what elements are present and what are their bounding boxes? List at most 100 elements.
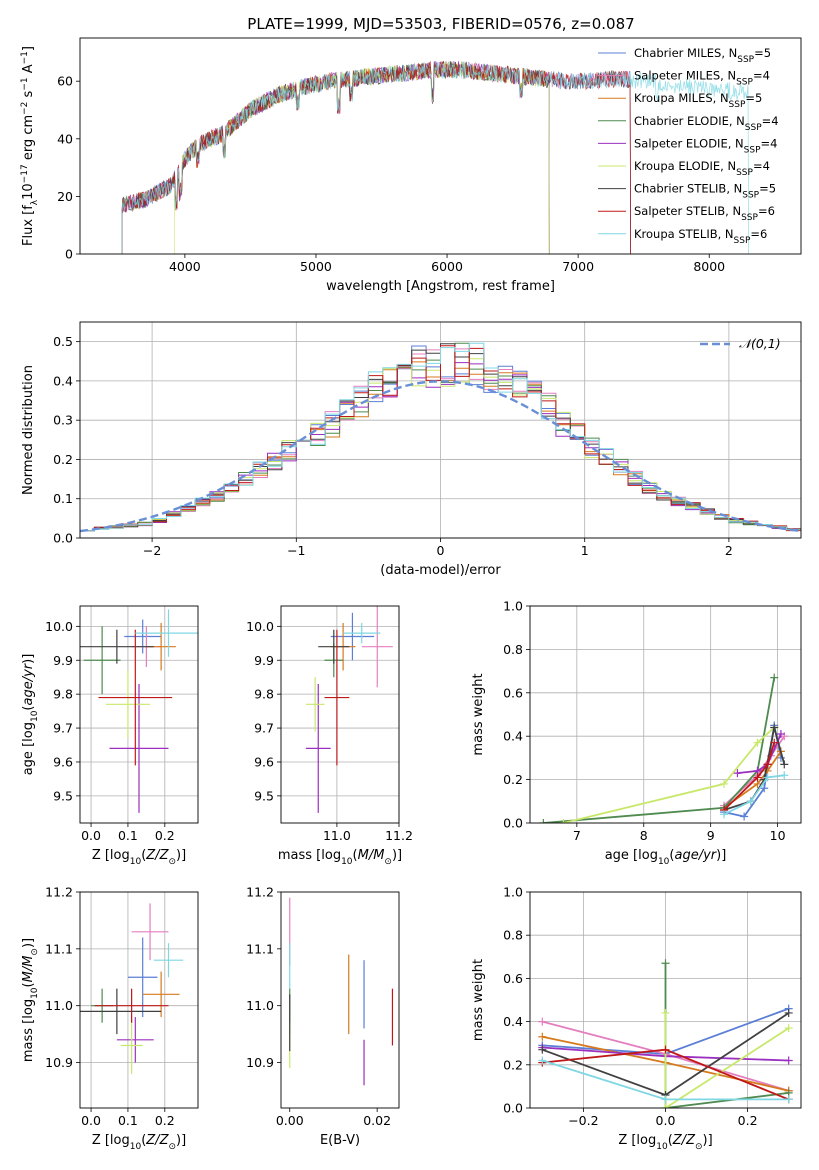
x-axis-label: mass [log10(M/M⊙)] — [278, 848, 402, 867]
label-part: SSP — [741, 213, 758, 223]
label-part: 10 — [341, 857, 353, 867]
label-part: Z/Z — [145, 848, 169, 863]
weight-marker-kroupa_elodie — [661, 1008, 670, 1017]
label-part: Z/Z — [145, 1133, 169, 1148]
y-tick-label: 0.0 — [53, 531, 73, 546]
x-tick-label: 8 — [640, 828, 648, 843]
label-part: 10 — [130, 857, 142, 867]
x-axis-label: Z [log10(Z/Z⊙)] — [92, 848, 186, 867]
x-tick-label: 4000 — [169, 259, 201, 274]
weight-marker-salpeter_stelib — [753, 773, 762, 782]
label-part: 10 — [656, 1142, 668, 1152]
x-tick-label: 2 — [725, 543, 733, 558]
label-part: SSP — [734, 236, 751, 246]
y-tick-label: 0.4 — [53, 373, 73, 388]
x-tick-label: 0.0 — [81, 828, 101, 843]
y-tick-label: 1.0 — [503, 599, 523, 614]
label-part: Chabrier ELODIE, N — [634, 114, 745, 128]
x-axis-label: age [log10(age/yr)] — [605, 848, 727, 867]
weight-marker-chabrier_stelib — [770, 723, 779, 732]
x-tick-label: 9 — [707, 828, 715, 843]
axes-frame — [280, 605, 400, 824]
weight-marker-chabrier_stelib — [784, 1008, 793, 1017]
axes-frame — [79, 891, 199, 1109]
label-part: −17 — [20, 164, 30, 183]
label-part: −2 — [20, 102, 30, 115]
plot-area-spectrum — [121, 60, 749, 254]
y-axis-label: age [log10(age/yr)] — [21, 654, 40, 776]
weight-marker-kroupa_elodie — [720, 779, 729, 788]
y-tick-label: 11.0 — [246, 998, 274, 1013]
x-axis-label: wavelength [Angstrom, rest frame] — [326, 279, 555, 294]
weight-marker-chabrier_stelib — [538, 1045, 547, 1054]
weight-marker-chabrier_elodie — [539, 819, 548, 823]
weight-marker-salpeter_elodie — [784, 1056, 793, 1065]
label-part: Kroupa ELODIE, N — [634, 159, 736, 173]
label-part: Z [log — [92, 1133, 130, 1148]
chart-weight_vs_Z: −0.2 0.0 0.2 0.0 0.2 0.4 0.6 0.8 1.0 Z [log10(Z/Z… — [471, 885, 802, 1152]
label-part: 10 — [21, 183, 36, 200]
y-tick-label: 11.2 — [246, 885, 274, 900]
plot-area-mass_vs_EBV — [289, 897, 394, 1086]
x-tick-label: 0.00 — [276, 1113, 304, 1128]
weight-marker-chabrier_elodie — [770, 673, 779, 682]
legend-label-kroupa_elodie: Kroupa ELODIE, NSSP=4 — [634, 159, 770, 178]
weight-marker-salpeter_miles — [538, 1017, 547, 1026]
x-tick-label: 0.2 — [155, 1113, 175, 1128]
label-part: )] — [176, 848, 186, 863]
label-part: =4 — [753, 69, 770, 83]
label-part: ( — [141, 1133, 146, 1148]
label-part: Kroupa MILES, N — [634, 91, 729, 105]
label-part: =4 — [753, 159, 770, 173]
y-tick-label: 0.2 — [503, 772, 523, 787]
label-part: s — [21, 90, 36, 101]
plot-area-age_vs_mass — [305, 606, 393, 813]
label-part: Salpeter ELODIE, N — [634, 136, 744, 150]
label-part: )] — [703, 1133, 713, 1148]
label-part: SSP — [736, 78, 753, 88]
label-part: mass [log — [21, 999, 36, 1062]
y-tick-label: 9.9 — [53, 653, 73, 668]
plot-area-weight_vs_age — [539, 673, 789, 823]
weight-marker-kroupa_stelib — [780, 771, 789, 780]
y-tick-label: 0.6 — [503, 971, 523, 986]
axes-frame — [280, 891, 400, 1109]
label-part: age/yr — [674, 848, 717, 863]
label-part: ( — [669, 848, 674, 863]
spectrum-line-salpeter_stelib — [121, 60, 631, 254]
label-part: Z [log — [618, 1133, 656, 1148]
weight-line-salpeter_stelib — [723, 742, 776, 811]
y-tick-label: 0.3 — [53, 413, 73, 428]
x-tick-label: 0.0 — [81, 1113, 101, 1128]
y-tick-label: 0.6 — [503, 685, 523, 700]
label-part: )] — [21, 938, 36, 948]
weight-marker-salpeter_stelib — [661, 1045, 670, 1054]
x-tick-label: 0.0 — [656, 1113, 676, 1128]
x-tick-label: 0.2 — [155, 828, 175, 843]
label-part: =6 — [758, 204, 775, 218]
legend-label-kroupa_miles: Kroupa MILES, NSSP=5 — [634, 91, 762, 110]
legend-label-salpeter_stelib: Salpeter STELIB, NSSP=6 — [634, 204, 775, 223]
label-part: λ — [30, 199, 40, 205]
axes-frame — [79, 321, 802, 539]
y-tick-label: 0.0 — [503, 816, 523, 831]
label-part: )] — [176, 1133, 186, 1148]
weight-marker-kroupa_elodie — [784, 1024, 793, 1033]
x-tick-label: 0 — [437, 543, 445, 558]
weight-marker-kroupa_stelib — [661, 1095, 670, 1104]
y-tick-label: 1.0 — [503, 885, 523, 900]
x-axis-label: (data-model)/error — [380, 563, 501, 578]
y-tick-label: 60 — [57, 74, 73, 89]
x-tick-label: 10 — [770, 828, 786, 843]
label-part: =4 — [762, 114, 779, 128]
legend-label-salpeter_miles: Salpeter MILES, NSSP=4 — [634, 69, 770, 88]
legend-label-normal: 𝒩(0,1) — [739, 336, 781, 351]
label-part: 10 — [30, 710, 40, 722]
label-part: SSP — [729, 100, 746, 110]
weight-marker-kroupa_stelib — [720, 810, 729, 819]
weight-marker-kroupa_stelib — [763, 773, 772, 782]
y-tick-label: 11.1 — [246, 941, 274, 956]
weight-marker-kroupa_elodie — [559, 819, 568, 823]
y-tick-label: 0.4 — [503, 1014, 523, 1029]
weight-line-kroupa_elodie — [664, 1013, 790, 1108]
